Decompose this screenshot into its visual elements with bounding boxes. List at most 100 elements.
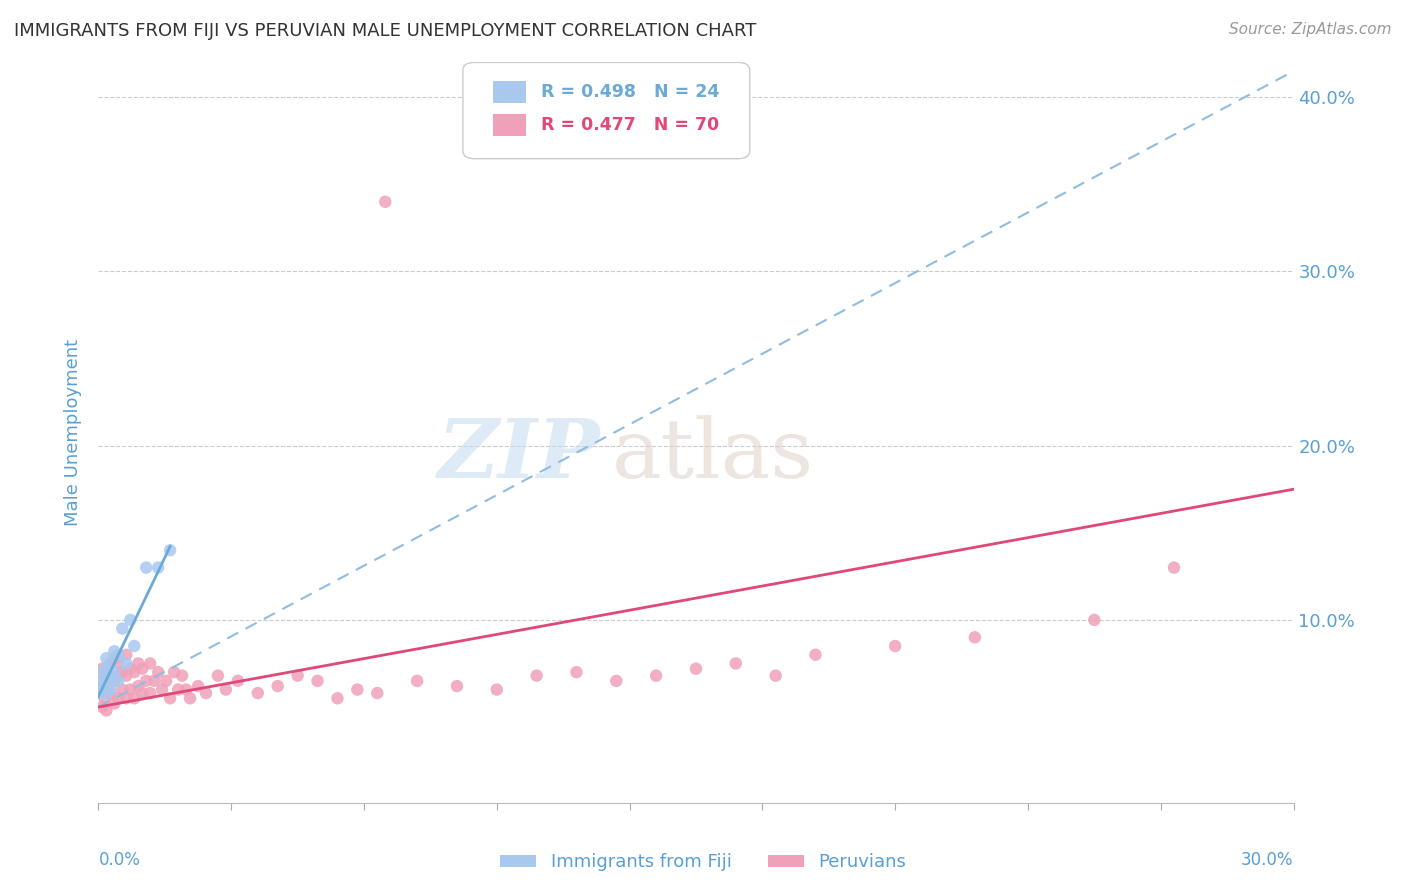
- Point: [115, 657, 138, 671]
- Point: [148, 665, 170, 680]
- Point: [307, 673, 329, 688]
- Point: [187, 679, 209, 693]
- Text: ZIP: ZIP: [437, 415, 600, 495]
- Point: [103, 651, 125, 665]
- Point: [107, 673, 129, 688]
- Point: [107, 691, 129, 706]
- Point: [155, 673, 177, 688]
- Point: [96, 703, 118, 717]
- Point: [406, 673, 429, 688]
- Point: [124, 691, 146, 706]
- Point: [91, 673, 114, 688]
- Point: [167, 682, 190, 697]
- Point: [139, 657, 162, 671]
- Point: [131, 686, 153, 700]
- Point: [159, 543, 181, 558]
- Point: [346, 682, 368, 697]
- Point: [115, 691, 138, 706]
- Point: [111, 665, 134, 680]
- Point: [804, 648, 827, 662]
- Point: [148, 560, 170, 574]
- Point: [485, 682, 508, 697]
- Point: [143, 673, 166, 688]
- Point: [1163, 560, 1185, 574]
- Point: [195, 686, 218, 700]
- Point: [366, 686, 388, 700]
- Point: [526, 668, 548, 682]
- Point: [96, 662, 118, 676]
- Point: [89, 682, 111, 697]
- Point: [107, 657, 129, 671]
- Point: [103, 697, 125, 711]
- Point: [724, 657, 747, 671]
- Point: [91, 662, 114, 676]
- Point: [96, 673, 118, 688]
- Point: [174, 682, 197, 697]
- Point: [645, 668, 668, 682]
- Point: [98, 668, 122, 682]
- Point: [120, 682, 142, 697]
- Point: [96, 668, 118, 682]
- Point: [103, 665, 125, 680]
- Point: [1083, 613, 1105, 627]
- Point: [98, 682, 122, 697]
- Point: [96, 686, 118, 700]
- Point: [179, 691, 201, 706]
- Point: [163, 665, 186, 680]
- Point: [172, 668, 194, 682]
- Point: [91, 665, 114, 680]
- Point: [135, 560, 157, 574]
- Point: [98, 657, 122, 671]
- Point: [98, 686, 122, 700]
- Legend: Immigrants from Fiji, Peruvians: Immigrants from Fiji, Peruvians: [492, 847, 914, 879]
- Point: [150, 682, 173, 697]
- Point: [124, 665, 146, 680]
- Point: [115, 648, 138, 662]
- Point: [120, 662, 142, 676]
- Point: [374, 194, 396, 209]
- Point: [89, 686, 111, 700]
- Point: [96, 651, 118, 665]
- Text: IMMIGRANTS FROM FIJI VS PERUVIAN MALE UNEMPLOYMENT CORRELATION CHART: IMMIGRANTS FROM FIJI VS PERUVIAN MALE UN…: [14, 22, 756, 40]
- Point: [93, 679, 115, 693]
- Text: R = 0.498   N = 24: R = 0.498 N = 24: [541, 83, 718, 101]
- Point: [124, 639, 146, 653]
- Point: [159, 691, 181, 706]
- Point: [131, 662, 153, 676]
- Point: [120, 613, 142, 627]
- Point: [111, 622, 134, 636]
- Point: [446, 679, 468, 693]
- Point: [127, 679, 149, 693]
- Point: [685, 662, 707, 676]
- Point: [111, 682, 134, 697]
- Point: [226, 673, 249, 688]
- Point: [565, 665, 588, 680]
- Point: [103, 644, 125, 658]
- Point: [107, 648, 129, 662]
- Text: atlas: atlas: [613, 415, 814, 495]
- Text: 30.0%: 30.0%: [1241, 851, 1294, 869]
- Point: [326, 691, 349, 706]
- Point: [115, 668, 138, 682]
- Point: [605, 673, 627, 688]
- Point: [246, 686, 269, 700]
- Text: Source: ZipAtlas.com: Source: ZipAtlas.com: [1229, 22, 1392, 37]
- Bar: [494, 81, 526, 103]
- Point: [91, 682, 114, 697]
- Point: [963, 630, 986, 644]
- Point: [97, 673, 120, 688]
- Point: [98, 668, 122, 682]
- Point: [765, 668, 787, 682]
- Point: [287, 668, 309, 682]
- Point: [139, 686, 162, 700]
- Point: [215, 682, 238, 697]
- Point: [93, 691, 115, 706]
- Text: R = 0.477   N = 70: R = 0.477 N = 70: [541, 116, 718, 135]
- Point: [91, 673, 114, 688]
- Point: [107, 668, 129, 682]
- Point: [127, 657, 149, 671]
- Point: [98, 657, 122, 671]
- Point: [267, 679, 290, 693]
- FancyBboxPatch shape: [463, 62, 749, 159]
- Point: [884, 639, 907, 653]
